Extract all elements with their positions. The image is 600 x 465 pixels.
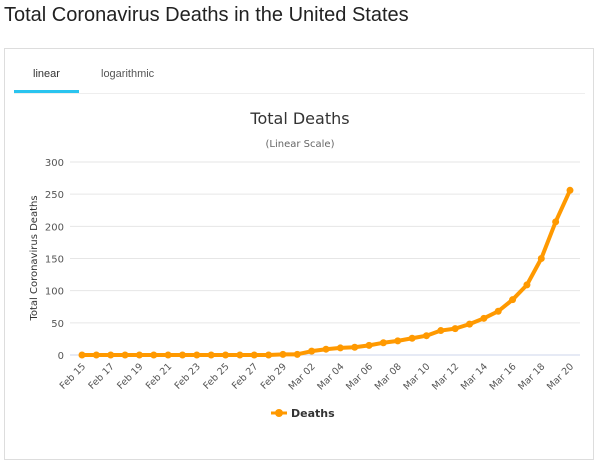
x-tick-label: Mar 16 — [488, 361, 519, 392]
data-point[interactable] — [92, 351, 100, 359]
y-axis-label: Total Coronavirus Deaths — [29, 195, 40, 321]
data-point[interactable] — [150, 351, 158, 359]
x-tick-label: Feb 19 — [115, 361, 145, 391]
data-point[interactable] — [566, 186, 574, 194]
data-point[interactable] — [494, 307, 502, 315]
data-point[interactable] — [437, 327, 445, 335]
data-point[interactable] — [394, 337, 402, 345]
tab-linear[interactable]: linear — [33, 68, 60, 80]
data-point[interactable] — [164, 351, 172, 359]
data-point[interactable] — [523, 281, 531, 289]
legend[interactable]: Deaths — [271, 407, 335, 420]
x-tick-label: Feb 29 — [259, 361, 289, 391]
data-point[interactable] — [322, 345, 330, 353]
legend-symbol-marker — [275, 409, 283, 417]
data-point[interactable] — [78, 351, 86, 359]
x-tick-label: Mar 08 — [373, 361, 404, 392]
y-tick-label: 300 — [45, 158, 64, 169]
tab-logarithmic[interactable]: logarithmic — [101, 68, 155, 80]
data-point[interactable] — [107, 351, 115, 359]
data-point[interactable] — [121, 351, 129, 359]
active-tab-indicator — [14, 90, 79, 93]
x-tick-label: Feb 23 — [173, 361, 203, 391]
y-tick-label: 0 — [58, 351, 64, 362]
x-tick-label: Mar 06 — [344, 361, 375, 392]
x-tick-label: Feb 25 — [201, 361, 231, 391]
data-point[interactable] — [422, 332, 430, 340]
data-point[interactable] — [351, 343, 359, 351]
data-point[interactable] — [466, 320, 474, 328]
chart-subtitle: (Linear Scale) — [266, 139, 335, 150]
scale-tabs: linear logarithmic — [14, 49, 585, 94]
y-tick-label: 50 — [51, 319, 64, 330]
x-tick-label: Mar 18 — [516, 361, 547, 392]
y-tick-label: 150 — [45, 255, 64, 266]
x-tick-label: Mar 20 — [545, 361, 576, 392]
data-point[interactable] — [279, 350, 287, 358]
chart-title: Total Deaths — [249, 109, 349, 128]
data-point[interactable] — [236, 351, 244, 359]
y-tick-label: 200 — [45, 222, 64, 233]
data-point[interactable] — [293, 350, 301, 358]
legend-item-deaths[interactable]: Deaths — [291, 407, 335, 420]
x-tick-label: Feb 21 — [144, 361, 174, 391]
data-point[interactable] — [365, 341, 373, 349]
data-point[interactable] — [451, 325, 459, 333]
data-point[interactable] — [207, 351, 215, 359]
y-tick-label: 250 — [45, 190, 64, 201]
data-point[interactable] — [552, 218, 560, 226]
x-tick-label: Mar 12 — [430, 361, 461, 392]
x-tick-label: Feb 15 — [58, 361, 88, 391]
data-point[interactable] — [336, 344, 344, 352]
x-tick-label: Mar 02 — [287, 361, 318, 392]
data-point[interactable] — [265, 351, 273, 359]
data-point[interactable] — [135, 351, 143, 359]
series-line-deaths — [82, 189, 572, 357]
data-point[interactable] — [308, 347, 316, 355]
y-tick-label: 100 — [45, 287, 64, 298]
data-point[interactable] — [250, 351, 258, 359]
x-tick-label: Feb 27 — [230, 361, 260, 391]
x-tick-label: Mar 14 — [459, 361, 490, 392]
data-point[interactable] — [537, 255, 545, 262]
x-tick-label: Mar 10 — [401, 361, 432, 392]
data-point[interactable] — [178, 351, 186, 359]
data-point[interactable] — [480, 314, 488, 322]
data-point[interactable] — [193, 351, 201, 359]
x-tick-label: Mar 04 — [315, 361, 346, 392]
data-point[interactable] — [509, 296, 517, 304]
data-point[interactable] — [222, 351, 230, 359]
chart-panel: linear logarithmic — [4, 48, 594, 460]
page-title: Total Coronavirus Deaths in the United S… — [4, 4, 409, 26]
x-tick-label: Feb 17 — [86, 361, 116, 391]
data-point[interactable] — [379, 339, 387, 347]
data-point[interactable] — [408, 334, 416, 342]
